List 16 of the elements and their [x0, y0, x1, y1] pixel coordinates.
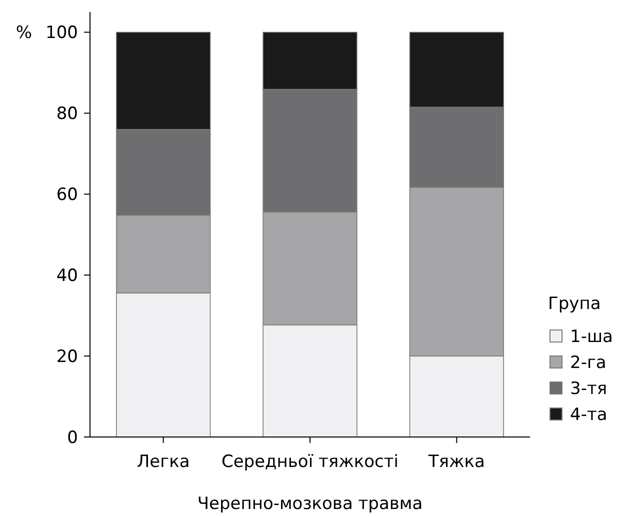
y-tick-label: 0	[67, 428, 78, 448]
y-tick-label: 60	[56, 185, 78, 206]
y-tick-label: 20	[56, 347, 78, 367]
x-axis-title: Черепно-мозкова травма	[197, 494, 423, 514]
x-tick-label: Середньої тяжкості	[221, 452, 399, 472]
legend-label: 1-ша	[570, 326, 613, 347]
legend-label: 3-тя	[570, 378, 608, 399]
y-tick-label: 80	[56, 104, 78, 124]
y-tick-label: 40	[56, 266, 78, 286]
x-tick-label: Легка	[136, 452, 190, 472]
legend-label: 2-га	[570, 352, 606, 373]
y-tick-label: 100	[46, 23, 78, 44]
x-tick-label: Тяжка	[427, 452, 485, 472]
legend-label: 4-та	[570, 404, 608, 425]
legend-title: Група	[548, 294, 601, 314]
y-axis-title: %	[16, 23, 32, 44]
